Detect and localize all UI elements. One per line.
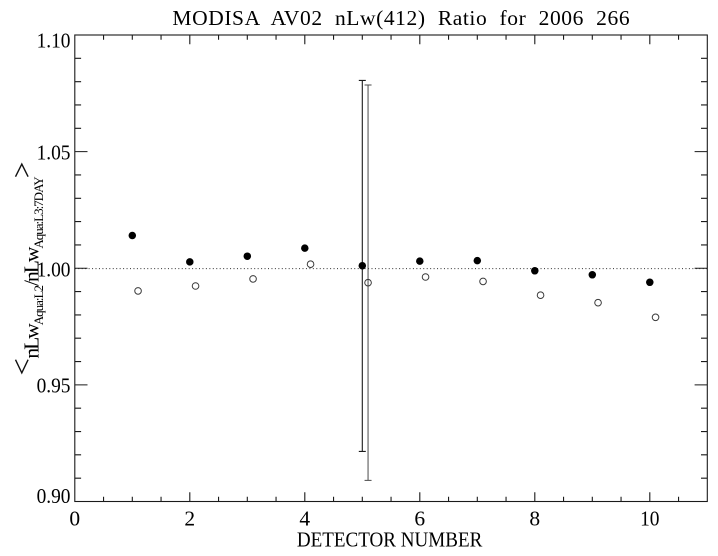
svg-text:1.00: 1.00 — [37, 257, 71, 281]
svg-text:0.90: 0.90 — [37, 484, 71, 508]
svg-text:nLwAqua:L2/nLwAqua:L3:7DAY: nLwAqua:L2/nLwAqua:L3:7DAY — [20, 176, 47, 359]
svg-text:DETECTOR NUMBER: DETECTOR NUMBER — [297, 528, 483, 552]
svg-text:8: 8 — [529, 507, 540, 531]
svg-text:0: 0 — [69, 507, 80, 531]
svg-text:2: 2 — [184, 507, 195, 531]
svg-text:4: 4 — [299, 507, 310, 531]
svg-text:MODISA AV02 nLw(412) Ratio for: MODISA AV02 nLw(412) Ratio for 2006 266 — [172, 6, 630, 30]
svg-text:1.05: 1.05 — [37, 140, 71, 164]
svg-text:10: 10 — [640, 507, 659, 531]
svg-text:6: 6 — [414, 507, 425, 531]
svg-text:0.95: 0.95 — [37, 373, 71, 397]
svg-text:1.10: 1.10 — [37, 29, 71, 53]
